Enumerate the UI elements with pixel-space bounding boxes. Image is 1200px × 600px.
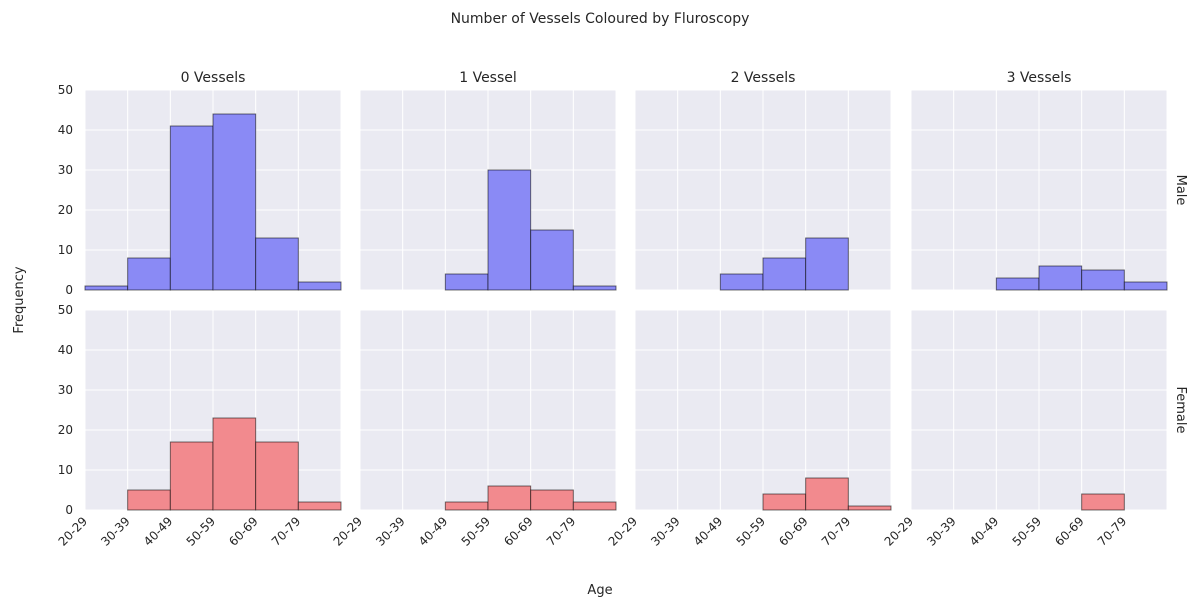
x-tick-label: 40-49: [416, 514, 451, 549]
figure-title: Number of Vessels Coloured by Fluroscopy: [451, 11, 750, 27]
x-axis-label: Age: [587, 583, 612, 598]
bar-female-40-49: [444, 501, 489, 511]
bar-male-20-29: [84, 285, 129, 291]
x-tick-label: 30-39: [373, 514, 408, 549]
column-title-1: 1 Vessel: [459, 70, 517, 86]
column-title-3: 3 Vessels: [1007, 70, 1072, 86]
bar-male-50-59: [762, 257, 807, 291]
panel-grid: 0 Vessels 1 Vessel 2 Vessels 3 Vessels Male 0…: [56, 70, 1188, 549]
x-tick-label: 20-29: [882, 514, 917, 549]
bar-male-60-69: [255, 237, 299, 291]
y-axis-label: Frequency: [12, 266, 27, 333]
x-tick-label: 70-79: [269, 514, 304, 549]
panel-male-0: [84, 89, 342, 291]
y-tick-label: 40: [58, 343, 73, 357]
bar-female-30-39: [127, 489, 171, 511]
y-tick-label: 30: [58, 163, 73, 177]
x-tick-label: 70-79: [1095, 514, 1130, 549]
y-tick-label: 0: [65, 503, 73, 517]
x-tick-label: 50-59: [184, 514, 219, 549]
bar-male-40-49: [444, 273, 489, 291]
y-tick-label: 20: [58, 203, 73, 217]
x-tick-label: 20-29: [56, 514, 91, 549]
bar-male-50-59: [1038, 265, 1083, 291]
bar-female-70-79: [572, 501, 617, 511]
bar-female-70-79: [297, 501, 342, 511]
column-title-2: 2 Vessels: [731, 70, 796, 86]
bar-male-40-49: [719, 273, 764, 291]
x-tick-label: 60-69: [1052, 514, 1087, 549]
x-tick-label: 30-39: [648, 514, 683, 549]
x-tick-label: 70-79: [819, 514, 854, 549]
bar-female-60-69: [805, 477, 849, 511]
bar-female-50-59: [487, 485, 532, 511]
bar-male-70-79: [297, 281, 342, 291]
x-tick-label: 20-29: [606, 514, 641, 549]
x-tick-label: 50-59: [1010, 514, 1045, 549]
y-tick-label: 30: [58, 383, 73, 397]
bar-female-50-59: [212, 417, 257, 511]
y-tick-label: 0: [65, 283, 73, 297]
x-tick-label: 40-49: [141, 514, 176, 549]
x-tick-label: 30-39: [98, 514, 133, 549]
x-tick-label: 50-59: [459, 514, 494, 549]
bar-male-50-59: [487, 169, 532, 291]
y-tick-label: 50: [58, 303, 73, 317]
y-tick-label: 50: [58, 83, 73, 97]
bar-male-60-69: [530, 229, 574, 291]
x-tick-label: 40-49: [691, 514, 726, 549]
panel-female-3: 20-29 30-39 40-49 50-59 60-69 70-79: [882, 309, 1168, 549]
column-title-0: 0 Vessels: [181, 70, 246, 86]
bar-female-40-49: [169, 441, 214, 511]
x-tick-label: 30-39: [924, 514, 959, 549]
x-tick-label: 70-79: [544, 514, 579, 549]
bar-female-70-79: [847, 505, 892, 511]
x-tick-label: 60-69: [501, 514, 536, 549]
y-tick-label: 40: [58, 123, 73, 137]
bar-male-70-79: [1123, 281, 1168, 291]
bar-male-30-39: [127, 257, 171, 291]
bar-male-70-79: [572, 285, 617, 291]
panel-female-1: 20-29 30-39 40-49 50-59 60-69 70-79: [331, 309, 617, 549]
row-label-female: Female: [1173, 386, 1188, 433]
panel-female-0: 20-29 30-39 40-49 50-59 60-69 70-79: [56, 309, 342, 549]
x-tick-label: 50-59: [734, 514, 769, 549]
y-tick-label: 20: [58, 423, 73, 437]
x-tick-label: 60-69: [776, 514, 811, 549]
bar-male-40-49: [995, 277, 1040, 291]
bar-male-40-49: [169, 125, 214, 291]
bar-female-50-59: [762, 493, 807, 511]
y-tick-label: 10: [58, 243, 73, 257]
bar-male-60-69: [1081, 269, 1125, 291]
panel-female-2: 20-29 30-39 40-49 50-59 60-69 70-79: [606, 309, 892, 549]
bar-female-60-69: [255, 441, 299, 511]
panel-male-3: [910, 89, 1168, 291]
bar-female-60-69: [1081, 493, 1125, 511]
bar-male-50-59: [212, 113, 257, 291]
panel-male-1: [359, 89, 617, 291]
x-tick-label: 40-49: [967, 514, 1002, 549]
panel-male-2: [634, 89, 892, 291]
y-tick-label: 10: [58, 463, 73, 477]
bar-female-60-69: [530, 489, 574, 511]
bar-male-60-69: [805, 237, 849, 291]
x-tick-label: 60-69: [226, 514, 261, 549]
x-tick-label: 20-29: [331, 514, 366, 549]
row-label-male: Male: [1173, 175, 1188, 206]
